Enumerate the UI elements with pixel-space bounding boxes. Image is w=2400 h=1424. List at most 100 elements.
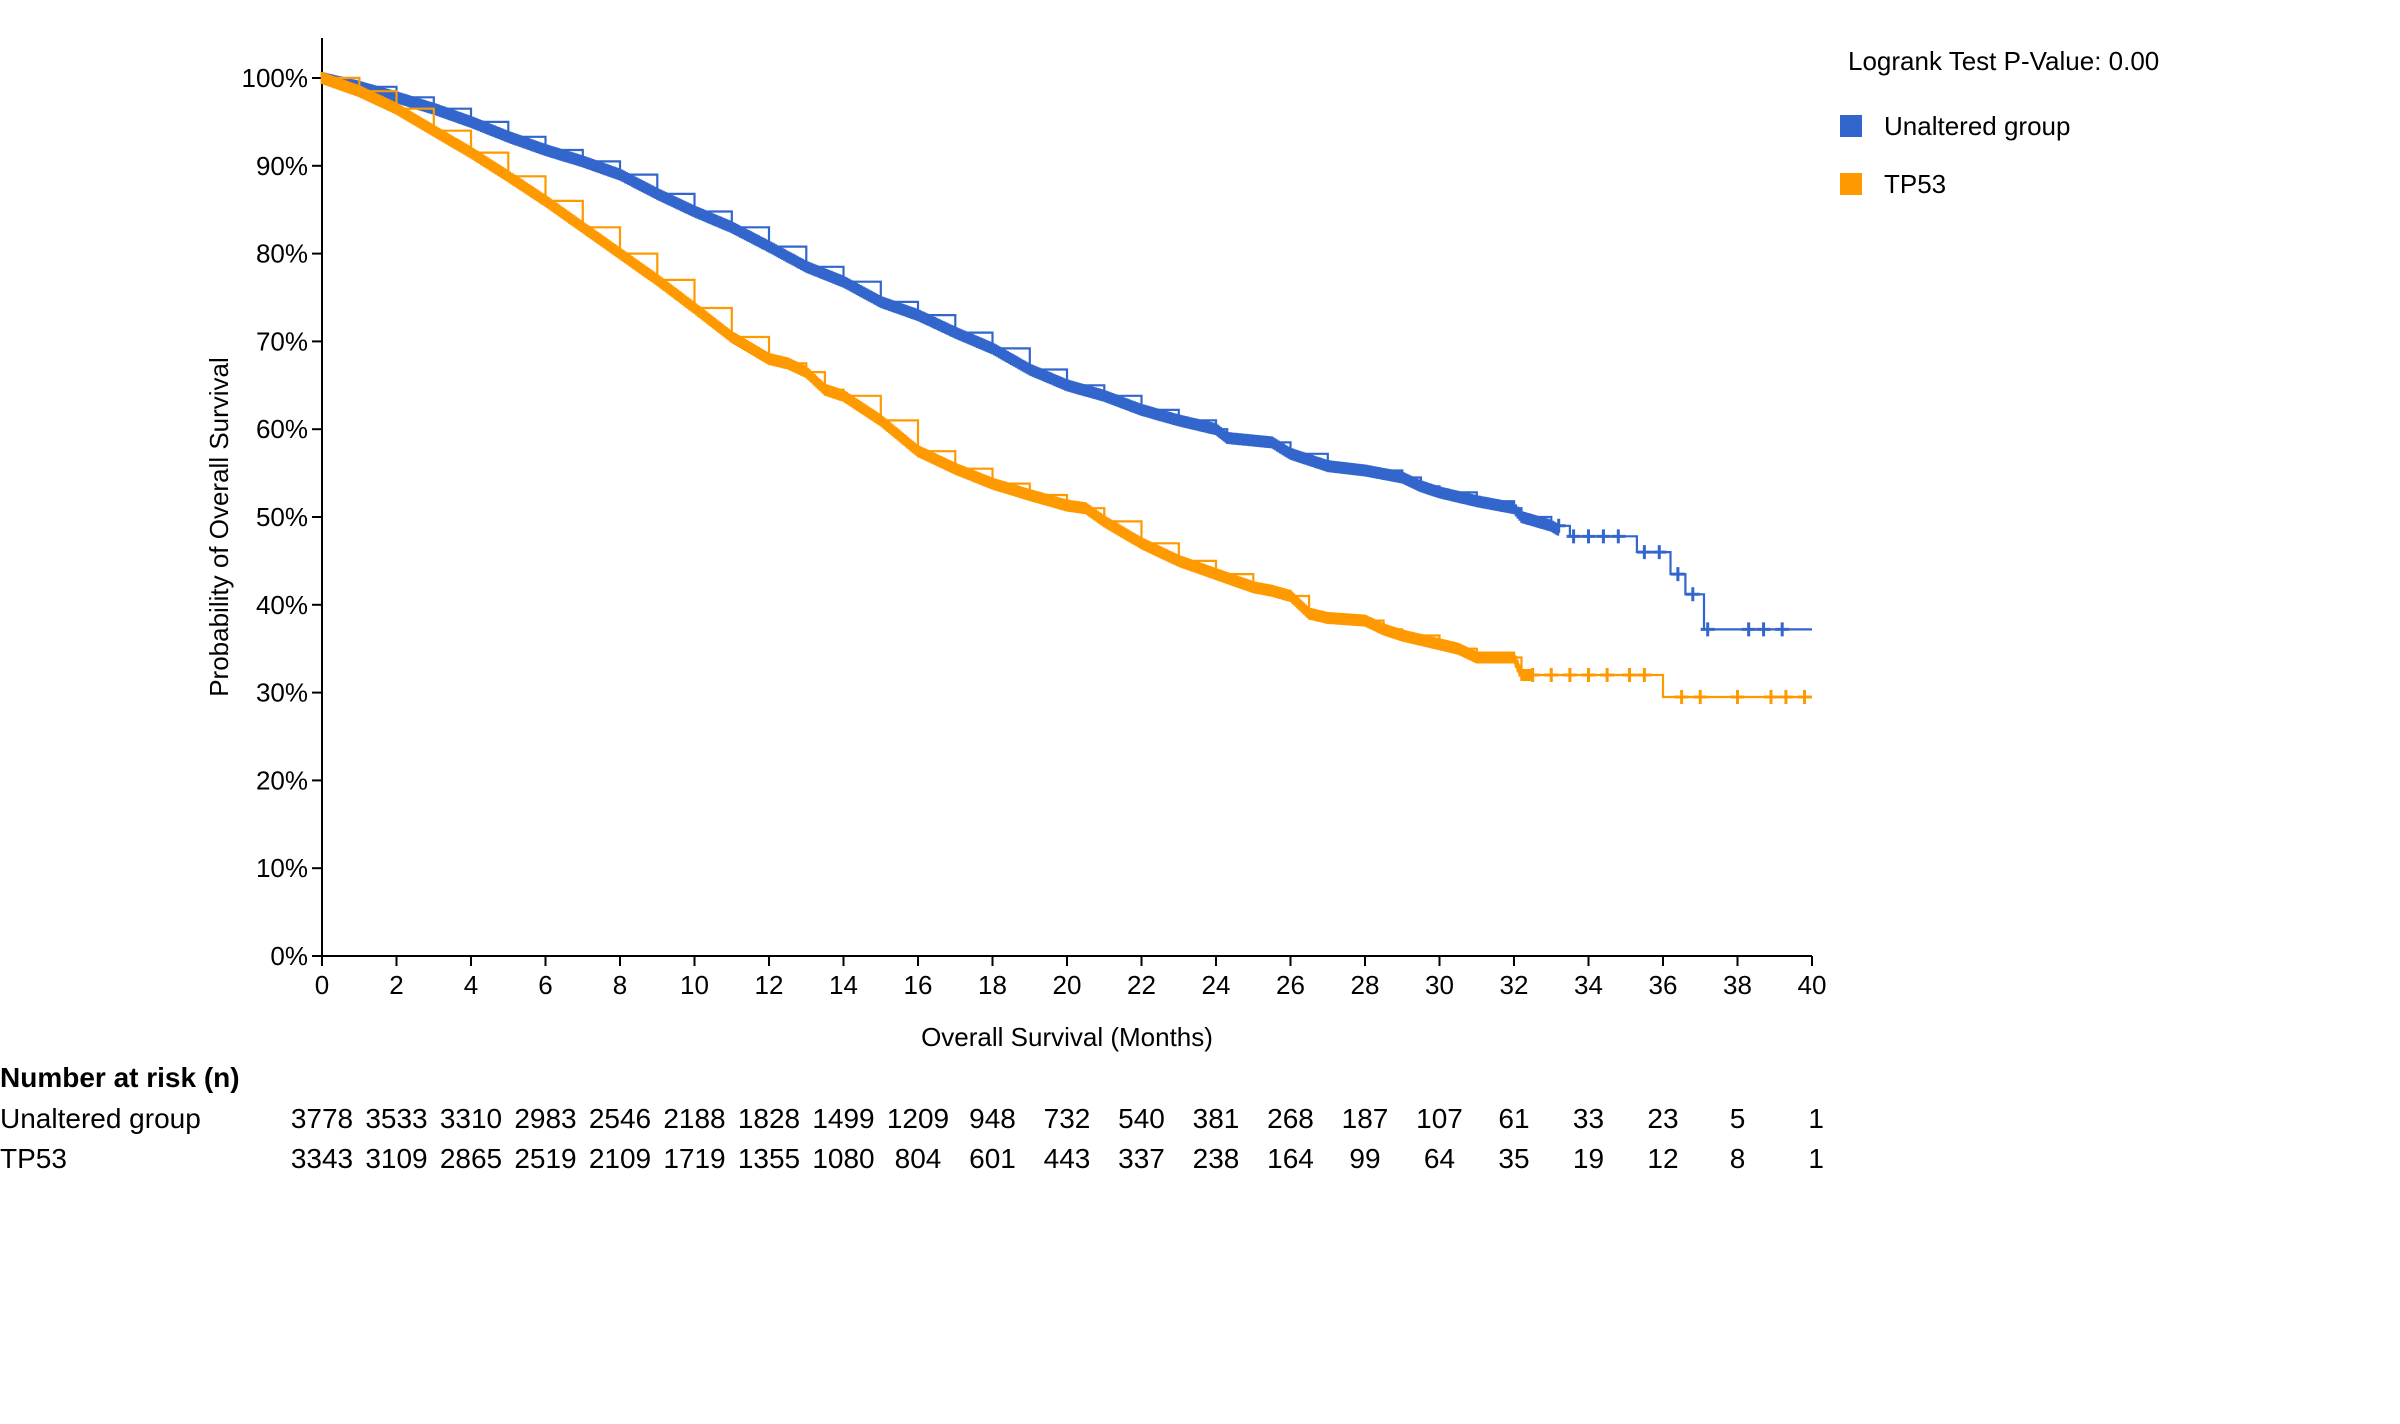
risk-value: 1499 <box>812 1103 874 1134</box>
y-tick-label: 80% <box>256 239 308 269</box>
y-tick-label: 90% <box>256 151 308 181</box>
risk-row-label: TP53 <box>0 1143 67 1174</box>
censor-mark <box>1778 689 1793 704</box>
x-tick-label: 30 <box>1425 970 1454 1000</box>
censor-mark <box>1544 668 1559 683</box>
logrank-annotation: Logrank Test P-Value: 0.00 <box>1848 46 2159 76</box>
censor-mark <box>1693 689 1708 704</box>
risk-value: 33 <box>1573 1103 1604 1134</box>
risk-value: 3310 <box>440 1103 502 1134</box>
risk-value: 8 <box>1730 1143 1746 1174</box>
censor-mark <box>1551 518 1566 533</box>
y-tick-label: 100% <box>242 63 309 93</box>
censor-mark <box>1525 668 1540 683</box>
risk-value: 443 <box>1044 1143 1091 1174</box>
risk-value: 19 <box>1573 1143 1604 1174</box>
risk-value: 948 <box>969 1103 1016 1134</box>
survival-line-unaltered <box>322 76 1812 631</box>
censor-mark <box>1652 545 1667 560</box>
censor-mark <box>1700 622 1715 637</box>
x-tick-label: 40 <box>1798 970 1827 1000</box>
y-tick-label: 30% <box>256 678 308 708</box>
risk-value: 2519 <box>514 1143 576 1174</box>
survival-line-bold <box>321 75 1553 529</box>
x-tick-label: 34 <box>1574 970 1603 1000</box>
risk-value: 187 <box>1342 1103 1389 1134</box>
x-tick-label: 12 <box>755 970 784 1000</box>
x-tick-label: 4 <box>464 970 478 1000</box>
x-axis-title: Overall Survival (Months) <box>921 1022 1213 1052</box>
censor-mark <box>1670 567 1685 582</box>
risk-value: 3533 <box>365 1103 427 1134</box>
risk-value: 23 <box>1647 1103 1678 1134</box>
risk-value: 99 <box>1349 1143 1380 1174</box>
censor-mark <box>1622 668 1637 683</box>
legend-swatch <box>1840 173 1862 195</box>
x-tick-label: 6 <box>538 970 552 1000</box>
risk-value: 5 <box>1730 1103 1746 1134</box>
x-tick-label: 26 <box>1276 970 1305 1000</box>
risk-value: 1080 <box>812 1143 874 1174</box>
censor-mark <box>1581 529 1596 544</box>
risk-value: 35 <box>1498 1143 1529 1174</box>
risk-value: 1209 <box>887 1103 949 1134</box>
risk-value: 804 <box>895 1143 942 1174</box>
risk-value: 2983 <box>514 1103 576 1134</box>
x-tick-label: 0 <box>315 970 329 1000</box>
censor-mark <box>1685 587 1700 602</box>
risk-value: 2546 <box>589 1103 651 1134</box>
risk-value: 732 <box>1044 1103 1091 1134</box>
y-tick-label: 60% <box>256 414 308 444</box>
survival-curves <box>320 72 1812 704</box>
risk-value: 64 <box>1424 1143 1455 1174</box>
risk-row-label: Unaltered group <box>0 1103 201 1134</box>
x-tick-label: 16 <box>904 970 933 1000</box>
risk-value: 337 <box>1118 1143 1165 1174</box>
risk-value: 2865 <box>440 1143 502 1174</box>
censor-tick-band <box>320 72 1533 681</box>
censor-mark <box>1637 668 1652 683</box>
y-axis-title: Probability of Overall Survival <box>204 357 234 697</box>
censor-mark <box>1797 689 1812 704</box>
x-tick-label: 14 <box>829 970 858 1000</box>
x-tick-label: 8 <box>613 970 627 1000</box>
risk-value: 1 <box>1808 1143 1824 1174</box>
censor-mark <box>1674 689 1689 704</box>
legend-swatch <box>1840 115 1862 137</box>
risk-value: 12 <box>1647 1143 1678 1174</box>
x-tick-label: 10 <box>680 970 709 1000</box>
censor-mark <box>1764 689 1779 704</box>
x-tick-label: 32 <box>1500 970 1529 1000</box>
risk-value: 164 <box>1267 1143 1314 1174</box>
risk-value: 238 <box>1193 1143 1240 1174</box>
legend: Logrank Test P-Value: 0.00 Unaltered gro… <box>1840 46 2159 199</box>
censor-mark <box>1775 622 1790 637</box>
risk-value: 3109 <box>365 1143 427 1174</box>
y-tick-label: 50% <box>256 502 308 532</box>
risk-value: 3343 <box>291 1143 353 1174</box>
risk-table-title: Number at risk (n) <box>0 1062 240 1093</box>
censor-mark <box>1756 622 1771 637</box>
y-tick-label: 40% <box>256 590 308 620</box>
risk-value: 601 <box>969 1143 1016 1174</box>
y-tick-label: 20% <box>256 765 308 795</box>
legend-label: Unaltered group <box>1884 111 2070 141</box>
censor-marks-dense <box>320 72 1533 681</box>
risk-value: 1719 <box>663 1143 725 1174</box>
x-tick-label: 28 <box>1351 970 1380 1000</box>
legend-label: TP53 <box>1884 169 1946 199</box>
risk-value: 107 <box>1416 1103 1463 1134</box>
y-tick-label: 10% <box>256 853 308 883</box>
risk-value: 1355 <box>738 1143 800 1174</box>
risk-value: 61 <box>1498 1103 1529 1134</box>
censor-mark <box>1637 545 1652 560</box>
y-tick-label: 0% <box>270 941 308 971</box>
censor-mark <box>1581 668 1596 683</box>
x-tick-label: 38 <box>1723 970 1752 1000</box>
risk-table: Number at risk (n) Unaltered group 3778 35… <box>0 1062 1824 1174</box>
censor-mark <box>1596 529 1611 544</box>
censor-mark <box>1566 529 1581 544</box>
x-tick-label: 24 <box>1202 970 1231 1000</box>
censor-mark <box>1611 529 1626 544</box>
